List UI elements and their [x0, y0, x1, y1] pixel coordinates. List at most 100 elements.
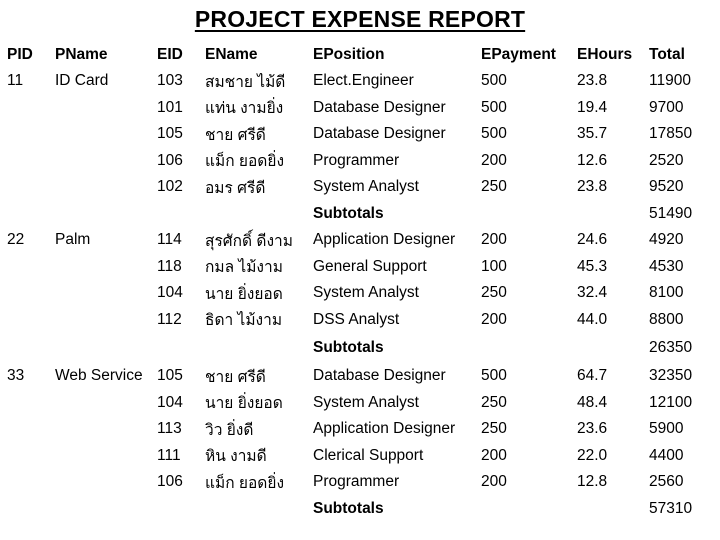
- epayment-cell: 200: [481, 310, 507, 328]
- header-pname: PName: [55, 46, 108, 63]
- subtotal-value: 26350: [649, 339, 693, 356]
- total-cell: 32350: [649, 367, 693, 385]
- pid-cell: 22: [7, 231, 25, 249]
- expense-table: PID PName EID EName EPosition EPayment E…: [0, 42, 720, 522]
- table-row: 118 กมล ไม้งาม General Support 100 45.3 …: [0, 254, 720, 281]
- ehours-cell: 22.0: [577, 446, 608, 464]
- header-eid: EID: [157, 46, 183, 63]
- eid-cell: 104: [157, 284, 183, 302]
- eid-cell: 103: [157, 72, 183, 90]
- epayment-cell: 500: [481, 72, 507, 90]
- ename-cell: สุรศักดิ์ ดีงาม: [205, 232, 293, 250]
- header-eposition: EPosition: [313, 46, 385, 63]
- ename-cell: แท่น งามยิ่ง: [205, 100, 284, 118]
- total-cell: 17850: [649, 125, 693, 143]
- eposition-cell: Elect.Engineer: [313, 72, 414, 90]
- total-cell: 4400: [649, 446, 684, 464]
- epayment-cell: 250: [481, 178, 507, 196]
- eposition-cell: General Support: [313, 257, 427, 275]
- total-cell: 4530: [649, 257, 684, 275]
- epayment-cell: 250: [481, 284, 507, 302]
- header-ename: EName: [205, 46, 258, 63]
- table-row: 106 แม็ก ยอดยิ่ง Programmer 200 12.6 252…: [0, 148, 720, 175]
- header-pid: PID: [7, 46, 33, 63]
- ehours-cell: 24.6: [577, 231, 608, 249]
- table-row: 102 อมร ศรีดี System Analyst 250 23.8 95…: [0, 174, 720, 201]
- table-row: 113 วิว ยิ่งดี Application Designer 250 …: [0, 416, 720, 443]
- eid-cell: 106: [157, 151, 183, 169]
- ehours-cell: 64.7: [577, 367, 608, 385]
- ename-cell: กมล ไม้งาม: [205, 259, 283, 277]
- eposition-cell: Programmer: [313, 151, 400, 169]
- epayment-cell: 250: [481, 420, 507, 438]
- ename-cell: สมชาย ไม้ดี: [205, 73, 286, 91]
- report-title: PROJECT EXPENSE REPORT: [194, 6, 526, 32]
- eposition-cell: Programmer: [313, 473, 400, 491]
- eid-cell: 114: [157, 231, 182, 249]
- table-row: 105 ชาย ศรีดี Database Designer 500 35.7…: [0, 121, 720, 148]
- subtotal-value: 57310: [649, 499, 693, 517]
- epayment-cell: 200: [481, 473, 507, 491]
- pname-cell: Palm: [55, 231, 91, 249]
- epayment-cell: 250: [481, 393, 507, 411]
- ename-cell: วิว ยิ่งดี: [205, 421, 254, 439]
- table-row: 33 Web Service 105 ชาย ศรีดี Database De…: [0, 363, 720, 390]
- pid-cell: 11: [7, 72, 24, 90]
- eid-cell: 105: [157, 125, 183, 143]
- total-cell: 2560: [649, 473, 684, 491]
- eposition-cell: DSS Analyst: [313, 310, 400, 328]
- table-row: 22 Palm 114 สุรศักดิ์ ดีงาม Application …: [0, 227, 720, 254]
- total-cell: 8800: [649, 310, 684, 328]
- eid-cell: 112: [157, 310, 182, 328]
- epayment-cell: 500: [481, 125, 507, 143]
- eposition-cell: Database Designer: [313, 125, 446, 143]
- total-cell: 4920: [649, 231, 684, 249]
- ename-cell: ชาย ศรีดี: [205, 368, 266, 386]
- ehours-cell: 19.4: [577, 98, 608, 116]
- epayment-cell: 200: [481, 446, 507, 464]
- table-row: 111 หิน งามดี Clerical Support 200 22.0 …: [0, 443, 720, 470]
- table-header: PID PName EID EName EPosition EPayment E…: [0, 42, 720, 68]
- ehours-cell: 12.6: [577, 151, 608, 169]
- ename-cell: แม็ก ยอดยิ่ง: [205, 474, 285, 492]
- subtotal-label: Subtotals: [313, 499, 384, 517]
- eid-cell: 104: [157, 393, 183, 411]
- total-cell: 12100: [649, 393, 693, 411]
- subtotal-label: Subtotals: [313, 204, 384, 222]
- table-row: 11 ID Card 103 สมชาย ไม้ดี Elect.Enginee…: [0, 68, 720, 95]
- eid-cell: 111: [157, 446, 181, 464]
- subtotal-row: Subtotals 57310: [0, 496, 720, 523]
- pname-cell: Web Service: [55, 367, 143, 385]
- epayment-cell: 200: [481, 231, 507, 249]
- eposition-cell: Clerical Support: [313, 446, 424, 464]
- ehours-cell: 35.7: [577, 125, 608, 143]
- ehours-cell: 23.6: [577, 420, 608, 438]
- eposition-cell: Database Designer: [313, 367, 446, 385]
- total-cell: 11900: [649, 72, 691, 90]
- eposition-cell: Application Designer: [313, 231, 456, 249]
- header-epayment: EPayment: [481, 46, 556, 63]
- subtotal-row: Subtotals 26350: [0, 333, 720, 363]
- subtotal-value: 51490: [649, 204, 693, 222]
- total-cell: 5900: [649, 420, 684, 438]
- eposition-cell: Database Designer: [313, 98, 446, 116]
- ename-cell: นาย ยิ่งยอด: [205, 395, 283, 413]
- subtotal-label: Subtotals: [313, 339, 384, 356]
- ehours-cell: 44.0: [577, 310, 608, 328]
- subtotal-row: Subtotals 51490: [0, 201, 720, 228]
- pname-cell: ID Card: [55, 72, 109, 90]
- table-row: 106 แม็ก ยอดยิ่ง Programmer 200 12.8 256…: [0, 469, 720, 496]
- header-ehours: EHours: [577, 46, 633, 63]
- eposition-cell: Application Designer: [313, 420, 456, 438]
- eposition-cell: System Analyst: [313, 284, 419, 302]
- epayment-cell: 100: [481, 257, 507, 275]
- eposition-cell: System Analyst: [313, 178, 419, 196]
- eid-cell: 102: [157, 178, 183, 196]
- eid-cell: 113: [157, 420, 182, 438]
- ehours-cell: 12.8: [577, 473, 608, 491]
- epayment-cell: 500: [481, 98, 507, 116]
- eposition-cell: System Analyst: [313, 393, 419, 411]
- ename-cell: ธิดา ไม้งาม: [205, 312, 283, 330]
- ename-cell: อมร ศรีดี: [205, 179, 266, 197]
- pid-cell: 33: [7, 367, 25, 385]
